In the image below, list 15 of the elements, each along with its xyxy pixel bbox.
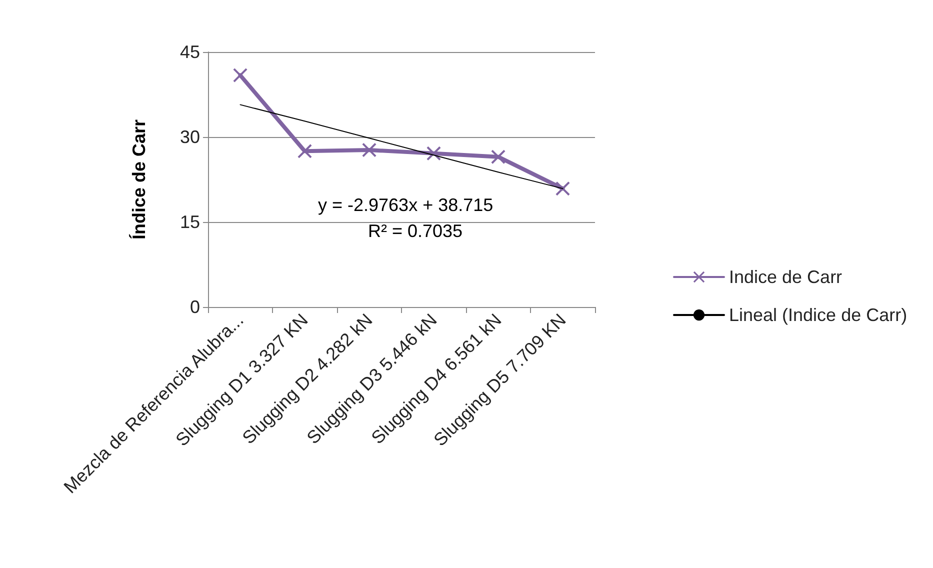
y-tick-label: 45 <box>180 42 200 62</box>
legend-label: Indice de Carr <box>729 267 842 287</box>
point <box>233 68 248 82</box>
point <box>556 182 570 196</box>
y-tick-label: 15 <box>180 212 200 232</box>
point <box>362 143 376 158</box>
annotation: y = -2.9763x + 38.715 <box>318 195 494 215</box>
point <box>426 146 441 160</box>
legend-label: Lineal (Indice de Carr) <box>729 305 908 325</box>
y-axis-title: Índice de Carr <box>129 119 149 240</box>
point <box>491 150 506 164</box>
annotation: R² = 0.7035 <box>368 221 463 241</box>
y-tick-label: 30 <box>180 127 200 147</box>
point <box>298 144 312 158</box>
y-tick-label: 0 <box>190 297 200 317</box>
